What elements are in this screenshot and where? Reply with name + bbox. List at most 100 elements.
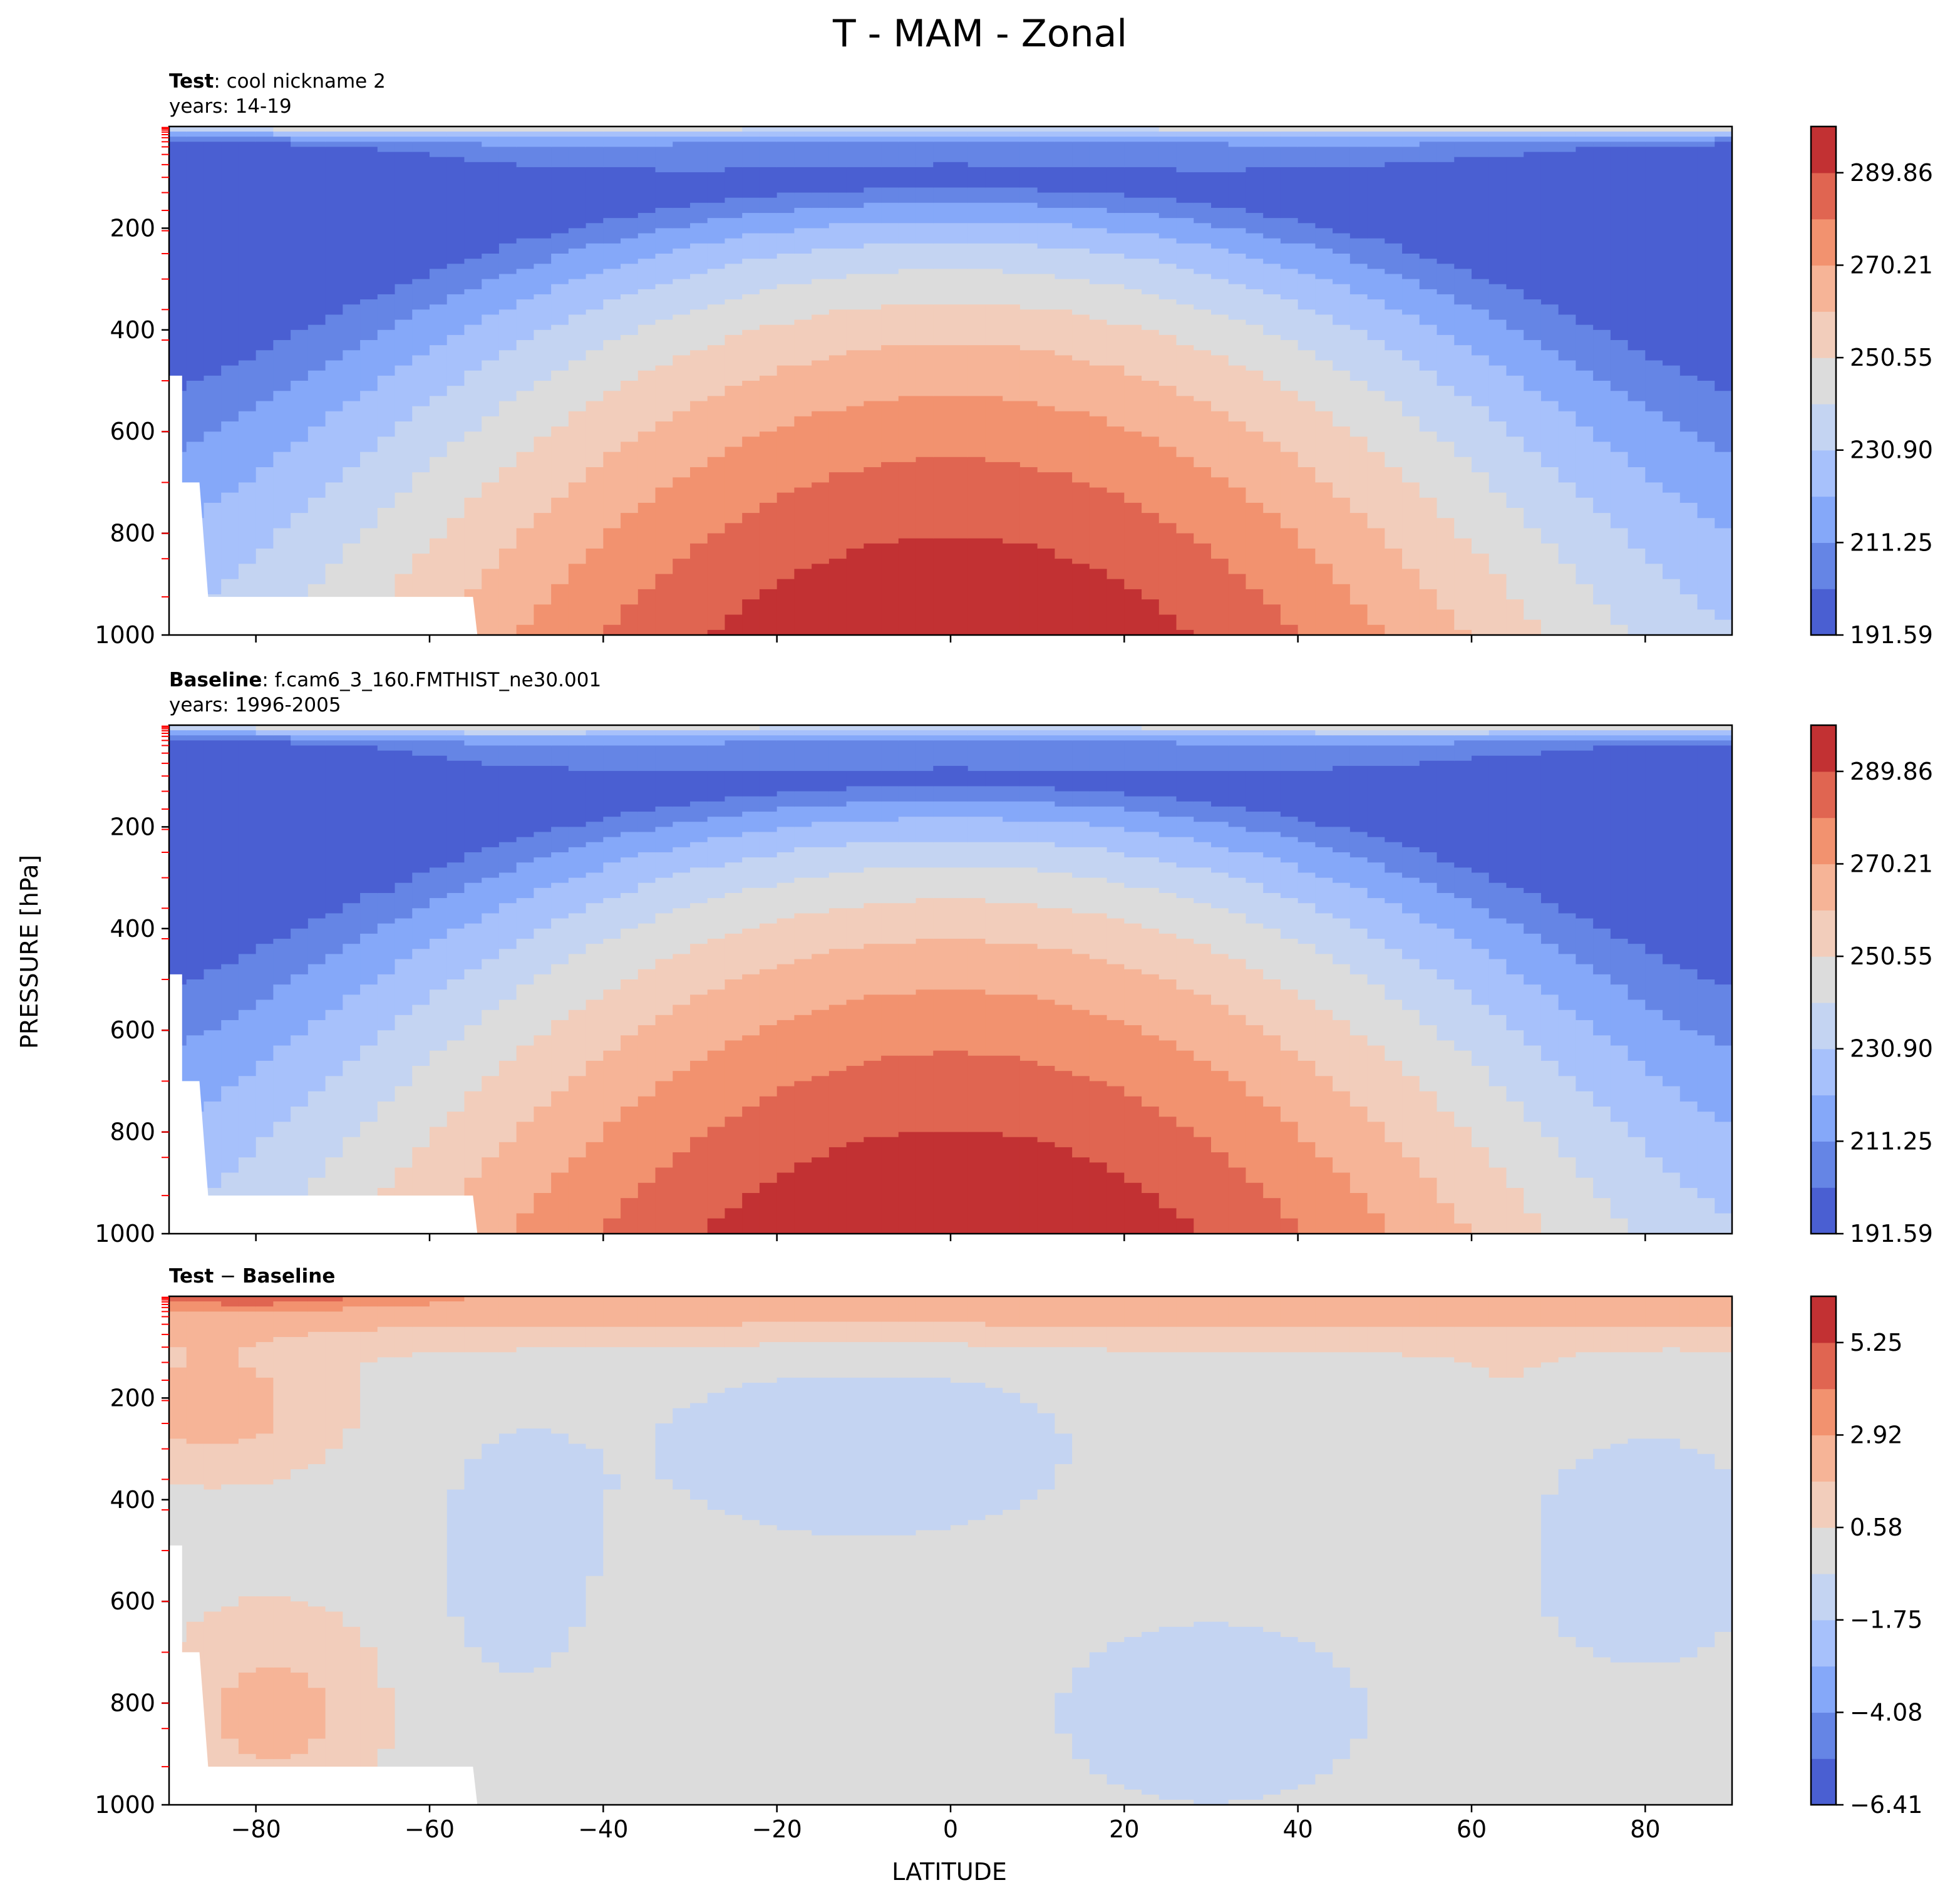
contour-cell [1176, 243, 1195, 270]
contour-cell [412, 730, 430, 736]
contour-cell [916, 396, 934, 458]
contour-cell [985, 735, 1003, 741]
contour-cell [1263, 381, 1281, 443]
contour-cell [1645, 1326, 1663, 1353]
contour-cell [551, 827, 569, 853]
contour-cell [1385, 147, 1403, 163]
contour-cell [725, 614, 743, 635]
contour-cell [1106, 791, 1125, 807]
contour-cell [881, 167, 899, 188]
contour-cell [603, 989, 621, 1051]
contour-cell [1211, 228, 1229, 249]
contour-cell [1472, 908, 1490, 950]
contour-cell [655, 254, 674, 285]
contour-cell [1037, 999, 1056, 1066]
contour-cell [1349, 1296, 1368, 1328]
contour-cell [291, 381, 309, 443]
contour-cell [1142, 167, 1160, 199]
contour-cell [655, 1423, 674, 1480]
contour-cell [1089, 167, 1108, 194]
contour-cell [464, 142, 482, 163]
contour-cell [534, 238, 552, 265]
contour-cell [1454, 1050, 1472, 1128]
contour-cell [707, 396, 726, 458]
contour-cell [1158, 218, 1177, 239]
contour-cell [794, 365, 812, 417]
contour-cell [1436, 441, 1455, 519]
contour-cell [1158, 137, 1177, 143]
contour-cell [828, 822, 847, 848]
contour-cell [707, 1296, 726, 1328]
contour-cell [1176, 939, 1195, 991]
contour-cell [1228, 207, 1247, 229]
contour-cell [690, 243, 708, 275]
contour-cell [1106, 1020, 1125, 1087]
contour-cell [1072, 1758, 1090, 1805]
contour-cell [1540, 1326, 1559, 1363]
contour-cell [1003, 142, 1021, 168]
contour-cell [881, 994, 899, 1056]
contour-cell [568, 827, 587, 848]
contour-cell [846, 167, 865, 194]
contour-cell [1576, 1296, 1594, 1328]
contour-cell [1419, 730, 1438, 736]
contour-cell [1211, 559, 1229, 635]
contour-cell [603, 1122, 621, 1219]
contour-cell [1124, 1352, 1142, 1638]
contour-cell [1454, 269, 1472, 305]
contour-cell [1697, 126, 1716, 132]
contour-cell [1349, 126, 1368, 132]
contour-cell [1019, 467, 1038, 544]
contour-cell [881, 1055, 899, 1138]
contour-cell [637, 502, 656, 590]
contour-cell [412, 355, 430, 407]
contour-cell [1158, 238, 1177, 265]
contour-cell [621, 832, 639, 858]
contour-cell [1003, 1347, 1021, 1394]
contour-cell [621, 730, 639, 736]
contour-cell [534, 1347, 552, 1429]
contour-cell [1663, 142, 1681, 148]
contour-cell [291, 137, 309, 143]
contour-cell [812, 1535, 830, 1805]
contour-cell [1003, 1326, 1021, 1348]
contour-cell [1072, 207, 1090, 229]
contour-cell [1176, 1626, 1195, 1800]
contour-cell [534, 832, 552, 858]
contour-cell [1176, 1127, 1195, 1219]
contour-cell [1610, 528, 1629, 626]
contour-cell [1663, 1172, 1681, 1234]
panel-subtitle: years: 1996-2005 [169, 694, 341, 716]
contour-cell [255, 735, 274, 741]
contour-cell [1488, 1086, 1507, 1169]
contour-cell [585, 944, 604, 1001]
contour-cell [967, 126, 986, 132]
contour-cell [1003, 903, 1021, 944]
contour-cell [1333, 725, 1351, 731]
contour-cell [967, 538, 986, 635]
contour-cell [1385, 274, 1403, 311]
contour-cell [1176, 745, 1195, 772]
contour-cell [1055, 132, 1073, 138]
contour-cell [1367, 299, 1386, 341]
contour-cell [621, 334, 639, 381]
contour-cell [1037, 725, 1056, 731]
contour-cell [395, 1326, 413, 1358]
colorbar: −6.41−4.08−1.750.582.925.25 [1810, 1295, 1922, 1819]
contour-cell [1089, 913, 1108, 960]
contour-cell [1333, 1172, 1351, 1234]
contour-cell [1472, 472, 1490, 554]
contour-cell [603, 624, 621, 635]
contour-cell [1019, 243, 1038, 275]
contour-cell [776, 1377, 795, 1531]
contour-cell [395, 740, 413, 751]
contour-cell [1593, 735, 1611, 741]
contour-cell [1228, 487, 1247, 575]
contour-cell [985, 771, 1003, 787]
contour-cell [1280, 1296, 1299, 1328]
contour-cell [1019, 309, 1038, 351]
contour-cell [1280, 989, 1299, 1051]
contour-cell [1228, 147, 1247, 173]
contour-cell [1106, 735, 1125, 741]
contour-cell [1679, 1296, 1698, 1328]
